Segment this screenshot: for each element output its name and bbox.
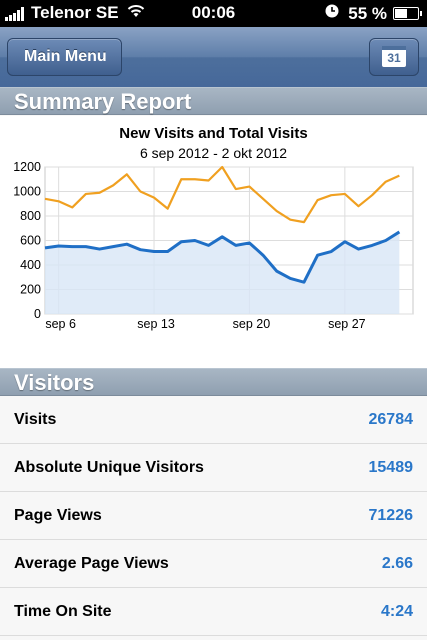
x-tick-label: sep 6 — [45, 317, 76, 331]
status-left: Telenor SE — [5, 3, 145, 23]
series-line — [44, 165, 400, 224]
summary-report-header: Summary Report — [0, 87, 427, 115]
metric-value: 2.66 — [381, 555, 413, 572]
x-tick-label: sep 27 — [328, 317, 366, 331]
y-tick-label: 200 — [20, 283, 41, 297]
calendar-button[interactable]: 31 — [369, 38, 419, 76]
navigation-bar: Main Menu 31 — [0, 27, 427, 88]
visitors-header: Visitors — [0, 368, 427, 396]
status-right: 55 % — [324, 3, 422, 24]
metric-value: 15489 — [368, 459, 414, 476]
metric-label: Absolute Unique Visitors — [14, 459, 204, 476]
battery-fill — [395, 9, 408, 18]
metric-value: 26784 — [368, 411, 414, 428]
metric-label: Visits — [14, 411, 57, 428]
calendar-icon: 31 — [382, 46, 406, 67]
signal-icon — [5, 5, 25, 21]
metric-value: 4:24 — [380, 603, 413, 620]
battery-percent: 55 % — [348, 3, 387, 23]
x-tick-label: sep 20 — [233, 317, 271, 331]
list-item[interactable]: Time On Site 4:24 — [0, 588, 427, 636]
chart-title: New Visits and Total Visits — [119, 125, 308, 142]
y-tick-label: 800 — [20, 209, 41, 223]
main-menu-back-button[interactable]: Main Menu — [7, 38, 122, 76]
status-bar: Telenor SE 00:06 55 % — [0, 0, 427, 27]
y-tick-label: 1200 — [13, 160, 41, 174]
metric-label: Average Page Views — [14, 555, 169, 572]
wifi-icon — [127, 3, 145, 23]
y-tick-label: 0 — [34, 307, 41, 321]
clock: 00:06 — [191, 3, 236, 22]
x-tick-label: sep 13 — [137, 317, 175, 331]
visits-line-chart: 0 200 400 600 800 1000 1200 sep 6 sep 13 sep 20 se… — [13, 160, 414, 331]
metric-label: Page Views — [14, 507, 102, 524]
list-item[interactable]: Absolute Unique Visitors 15489 — [0, 444, 427, 492]
carrier-label: Telenor SE — [31, 3, 119, 22]
visitors-list: Visits 26784 Absolute Unique Visitors 15… — [0, 396, 427, 636]
y-tick-label: 1000 — [13, 185, 41, 199]
battery-icon — [393, 7, 422, 20]
metric-value: 71226 — [368, 507, 414, 524]
list-item[interactable]: Page Views 71226 — [0, 492, 427, 540]
alarm-icon — [324, 3, 340, 24]
y-tick-label: 400 — [20, 258, 41, 272]
y-tick-label: 600 — [20, 234, 41, 248]
list-item[interactable]: Average Page Views 2.66 — [0, 540, 427, 588]
list-item[interactable]: Visits 26784 — [0, 396, 427, 444]
series-line — [44, 230, 401, 284]
chart-panel: New Visits and Total Visits 6 sep 2012 -… — [0, 116, 427, 368]
chart-subtitle: 6 sep 2012 - 2 okt 2012 — [139, 145, 288, 161]
metric-label: Time On Site — [14, 603, 112, 620]
series-area-fill — [45, 231, 400, 314]
